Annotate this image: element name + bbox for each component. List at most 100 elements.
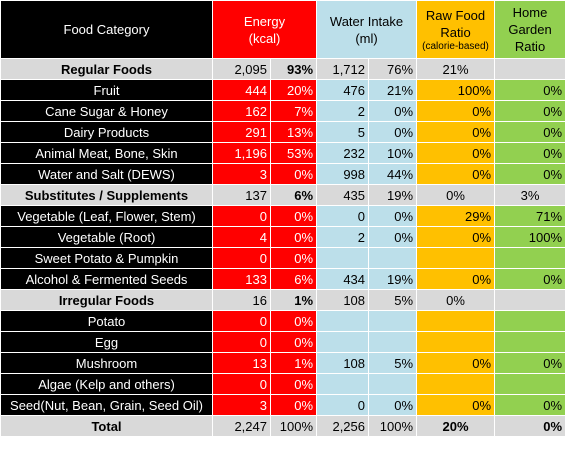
header-energy-line2: (kcal) (248, 30, 281, 46)
header-garden-line1: Home (512, 5, 548, 20)
water-ml: 108 (316, 289, 370, 311)
energy-pct: 1% (269, 289, 318, 311)
energy-pct: 1% (269, 352, 318, 374)
energy-pct: 13% (269, 121, 318, 143)
group-row: Regular Foods 2,095 93% 1,712 76% 21% (0, 58, 565, 80)
water-pct: 21% (368, 79, 418, 101)
water-pct: 0% (368, 205, 418, 227)
water-ml: 435 (316, 184, 370, 206)
table-row: Potato 0 0% (0, 310, 565, 332)
raw-ratio: 0% (416, 100, 496, 122)
garden-ratio: 0% (494, 79, 565, 101)
energy-kcal: 4 (212, 226, 271, 248)
energy-kcal: 444 (212, 79, 271, 101)
energy-pct: 0% (269, 394, 318, 416)
energy-kcal: 0 (212, 331, 271, 353)
header-row: Food Category Energy (kcal) Water Intake… (0, 0, 565, 59)
raw-ratio: 0% (416, 184, 496, 206)
garden-ratio: 0% (494, 163, 565, 185)
water-ml: 434 (316, 268, 370, 290)
water-pct: 76% (368, 58, 418, 80)
water-pct (368, 373, 418, 395)
energy-pct: 0% (269, 205, 318, 227)
table-row: Water and Salt (DEWS) 3 0% 998 44% 0% 0% (0, 163, 565, 185)
water-ml: 108 (316, 352, 370, 374)
row-category: Alcohol & Fermented Seeds (0, 268, 213, 290)
raw-ratio (416, 373, 496, 395)
raw-ratio: 0% (416, 226, 496, 248)
row-category: Fruit (0, 79, 213, 101)
energy-pct: 0% (269, 226, 318, 248)
energy-kcal: 137 (212, 184, 271, 206)
raw-ratio: 0% (416, 163, 496, 185)
food-table: Food Category Energy (kcal) Water Intake… (0, 0, 565, 437)
raw-ratio: 21% (416, 58, 496, 80)
garden-ratio: 3% (494, 184, 565, 206)
water-pct (368, 310, 418, 332)
energy-kcal: 0 (212, 373, 271, 395)
header-raw: Raw Food Ratio (calorie-based) (416, 0, 496, 59)
energy-pct: 20% (269, 79, 318, 101)
water-ml: 0 (316, 205, 370, 227)
row-category: Water and Salt (DEWS) (0, 163, 213, 185)
water-ml: 232 (316, 142, 370, 164)
table-row: Dairy Products 291 13% 5 0% 0% 0% (0, 121, 565, 143)
table-row: Vegetable (Root) 4 0% 2 0% 0% 100% (0, 226, 565, 248)
water-ml: 1,712 (316, 58, 370, 80)
table-row: Cane Sugar & Honey 162 7% 2 0% 0% 0% (0, 100, 565, 122)
water-ml: 5 (316, 121, 370, 143)
energy-kcal: 133 (212, 268, 271, 290)
raw-ratio: 0% (416, 268, 496, 290)
energy-kcal: 0 (212, 310, 271, 332)
energy-pct: 0% (269, 310, 318, 332)
header-water-line2: (ml) (355, 30, 378, 46)
water-ml (316, 331, 370, 353)
energy-kcal: 0 (212, 247, 271, 269)
garden-ratio: 100% (494, 226, 565, 248)
header-garden-line2: Garden (508, 22, 552, 37)
table-row: Alcohol & Fermented Seeds 133 6% 434 19% 0% 0% (0, 268, 565, 290)
water-ml: 2 (316, 100, 370, 122)
raw-ratio: 0% (416, 289, 496, 311)
row-category: Potato (0, 310, 213, 332)
energy-kcal: 2,247 (212, 415, 271, 437)
water-pct: 0% (368, 100, 418, 122)
water-ml (316, 247, 370, 269)
garden-ratio: 0% (494, 268, 565, 290)
energy-pct: 93% (269, 58, 318, 80)
raw-ratio (416, 310, 496, 332)
table-row: Sweet Potato & Pumpkin 0 0% (0, 247, 565, 269)
header-energy-line1: Energy (243, 13, 286, 29)
energy-kcal: 16 (212, 289, 271, 311)
water-ml: 998 (316, 163, 370, 185)
raw-ratio: 100% (416, 79, 496, 101)
water-pct: 0% (368, 226, 418, 248)
garden-ratio (494, 247, 565, 269)
row-category: Substitutes / Supplements (0, 184, 213, 206)
water-pct: 0% (368, 394, 418, 416)
table-row: Fruit 444 20% 476 21% 100% 0% (0, 79, 565, 101)
group-row: Irregular Foods 16 1% 108 5% 0% (0, 289, 565, 311)
total-row: Total 2,247 100% 2,256 100% 20% 0% (0, 415, 565, 437)
water-pct (368, 247, 418, 269)
row-category: Irregular Foods (0, 289, 213, 311)
water-ml: 2,256 (316, 415, 370, 437)
energy-kcal: 0 (212, 205, 271, 227)
raw-ratio: 20% (416, 415, 496, 437)
energy-kcal: 162 (212, 100, 271, 122)
garden-ratio: 71% (494, 205, 565, 227)
raw-ratio: 0% (416, 352, 496, 374)
raw-ratio: 29% (416, 205, 496, 227)
garden-ratio (494, 289, 565, 311)
row-category: Dairy Products (0, 121, 213, 143)
group-row: Substitutes / Supplements 137 6% 435 19% 0% 3% (0, 184, 565, 206)
row-category: Animal Meat, Bone, Skin (0, 142, 213, 164)
table-row: Seed(Nut, Bean, Grain, Seed Oil) 3 0% 0 0% 0%… (0, 394, 565, 416)
raw-ratio (416, 247, 496, 269)
water-pct (368, 331, 418, 353)
table-row: Algae (Kelp and others) 0 0% (0, 373, 565, 395)
row-category: Seed(Nut, Bean, Grain, Seed Oil) (0, 394, 213, 416)
row-category: Algae (Kelp and others) (0, 373, 213, 395)
row-category: Vegetable (Root) (0, 226, 213, 248)
water-pct: 19% (368, 268, 418, 290)
